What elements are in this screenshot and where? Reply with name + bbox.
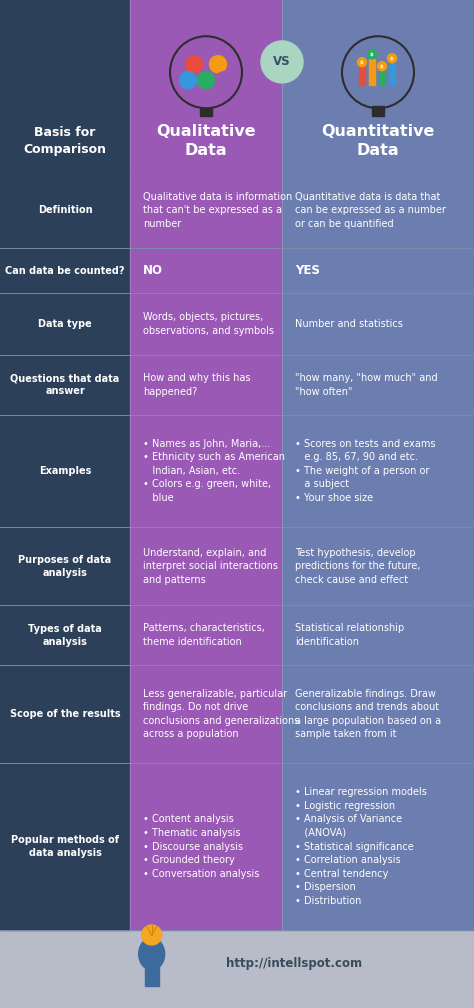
Bar bbox=[282, 172, 474, 248]
Text: http://intellspot.com: http://intellspot.com bbox=[226, 958, 362, 971]
Bar bbox=[0, 414, 130, 527]
Text: Purposes of data
analysis: Purposes of data analysis bbox=[18, 554, 111, 578]
Bar bbox=[130, 293, 282, 355]
Bar bbox=[282, 414, 474, 527]
Bar bbox=[130, 414, 282, 527]
Circle shape bbox=[388, 53, 396, 62]
Text: Quantitative
Data: Quantitative Data bbox=[321, 124, 435, 158]
Text: NO: NO bbox=[143, 264, 163, 277]
Circle shape bbox=[185, 55, 202, 73]
Text: Words, objects, pictures,
observations, and symbols: Words, objects, pictures, observations, … bbox=[143, 312, 274, 336]
Circle shape bbox=[216, 72, 233, 89]
Bar bbox=[130, 665, 282, 763]
Bar bbox=[282, 355, 474, 414]
Text: Quantitative data is data that
can be expressed as a number
or can be quantified: Quantitative data is data that can be ex… bbox=[295, 192, 446, 229]
Bar bbox=[130, 172, 282, 248]
Bar bbox=[282, 248, 474, 293]
Bar bbox=[0, 355, 130, 414]
Bar bbox=[0, 763, 130, 930]
Text: YES: YES bbox=[295, 264, 320, 277]
Text: Types of data
analysis: Types of data analysis bbox=[28, 624, 102, 647]
Bar bbox=[282, 527, 474, 606]
Text: $: $ bbox=[370, 51, 374, 56]
Text: How and why this has
happened?: How and why this has happened? bbox=[143, 373, 250, 396]
Circle shape bbox=[210, 55, 227, 73]
Text: Qualitative data is information
that can't be expressed as a
number: Qualitative data is information that can… bbox=[143, 192, 292, 229]
Bar bbox=[282, 606, 474, 665]
Text: • Scores on tests and exams
   e.g. 85, 67, 90 and etc.
• The weight of a person: • Scores on tests and exams e.g. 85, 67,… bbox=[295, 438, 436, 503]
Bar bbox=[145, 966, 159, 986]
Bar bbox=[359, 68, 365, 86]
Text: Basis for
Comparison: Basis for Comparison bbox=[24, 126, 107, 156]
Text: Generalizable findings. Draw
conclusions and trends about
a large population bas: Generalizable findings. Draw conclusions… bbox=[295, 688, 441, 740]
Text: Scope of the results: Scope of the results bbox=[9, 709, 120, 719]
Bar bbox=[130, 527, 282, 606]
Circle shape bbox=[198, 72, 215, 89]
Bar bbox=[282, 0, 474, 172]
Bar bbox=[0, 527, 130, 606]
Circle shape bbox=[367, 49, 376, 58]
Bar bbox=[0, 0, 130, 172]
Bar bbox=[0, 665, 130, 763]
Text: Examples: Examples bbox=[39, 466, 91, 476]
Bar bbox=[0, 930, 474, 1008]
Ellipse shape bbox=[139, 938, 164, 970]
Circle shape bbox=[142, 925, 162, 946]
Text: "how many, "how much" and
"how often": "how many, "how much" and "how often" bbox=[295, 373, 438, 396]
Bar bbox=[0, 172, 130, 248]
Bar bbox=[282, 665, 474, 763]
Text: Test hypothesis, develop
predictions for the future,
check cause and effect: Test hypothesis, develop predictions for… bbox=[295, 547, 420, 585]
Text: Patterns, characteristics,
theme identification: Patterns, characteristics, theme identif… bbox=[143, 623, 265, 647]
Bar bbox=[130, 0, 282, 172]
Text: Definition: Definition bbox=[38, 205, 92, 215]
Text: $: $ bbox=[360, 59, 364, 65]
Text: Can data be counted?: Can data be counted? bbox=[5, 266, 125, 276]
Bar bbox=[130, 248, 282, 293]
Text: • Content analysis
• Thematic analysis
• Discourse analysis
• Grounded theory
• : • Content analysis • Thematic analysis •… bbox=[143, 814, 259, 879]
Bar bbox=[130, 763, 282, 930]
Circle shape bbox=[261, 41, 303, 83]
Bar bbox=[130, 355, 282, 414]
Bar bbox=[0, 606, 130, 665]
Text: Qualitative
Data: Qualitative Data bbox=[156, 124, 256, 158]
Text: Popular methods of
data analysis: Popular methods of data analysis bbox=[11, 835, 119, 858]
Circle shape bbox=[180, 72, 197, 89]
Circle shape bbox=[357, 57, 366, 67]
Text: $: $ bbox=[390, 55, 394, 60]
FancyArrow shape bbox=[200, 108, 212, 116]
Text: Number and statistics: Number and statistics bbox=[295, 320, 403, 329]
Bar bbox=[282, 763, 474, 930]
Circle shape bbox=[377, 61, 386, 71]
Text: Understand, explain, and
interpret social interactions
and patterns: Understand, explain, and interpret socia… bbox=[143, 547, 278, 585]
Bar bbox=[130, 606, 282, 665]
Text: Less generalizable, particular
findings. Do not drive
conclusions and generaliza: Less generalizable, particular findings.… bbox=[143, 688, 300, 740]
Bar bbox=[0, 293, 130, 355]
Text: • Names as John, Maria,...
• Ethnicity such as American
   Indian, Asian, etc.
•: • Names as John, Maria,... • Ethnicity s… bbox=[143, 438, 285, 503]
Bar bbox=[379, 72, 385, 86]
Text: Data type: Data type bbox=[38, 320, 92, 329]
Bar bbox=[282, 293, 474, 355]
Bar bbox=[0, 248, 130, 293]
Text: VS: VS bbox=[273, 55, 291, 69]
Bar bbox=[389, 64, 395, 86]
Bar bbox=[372, 106, 384, 116]
Text: Statistical relationship
identification: Statistical relationship identification bbox=[295, 623, 404, 647]
Text: Questions that data
answer: Questions that data answer bbox=[10, 373, 119, 396]
Bar bbox=[369, 59, 375, 86]
Text: $: $ bbox=[380, 64, 384, 69]
Text: • Linear regression models
• Logistic regression
• Analysis of Variance
   (ANOV: • Linear regression models • Logistic re… bbox=[295, 787, 427, 906]
